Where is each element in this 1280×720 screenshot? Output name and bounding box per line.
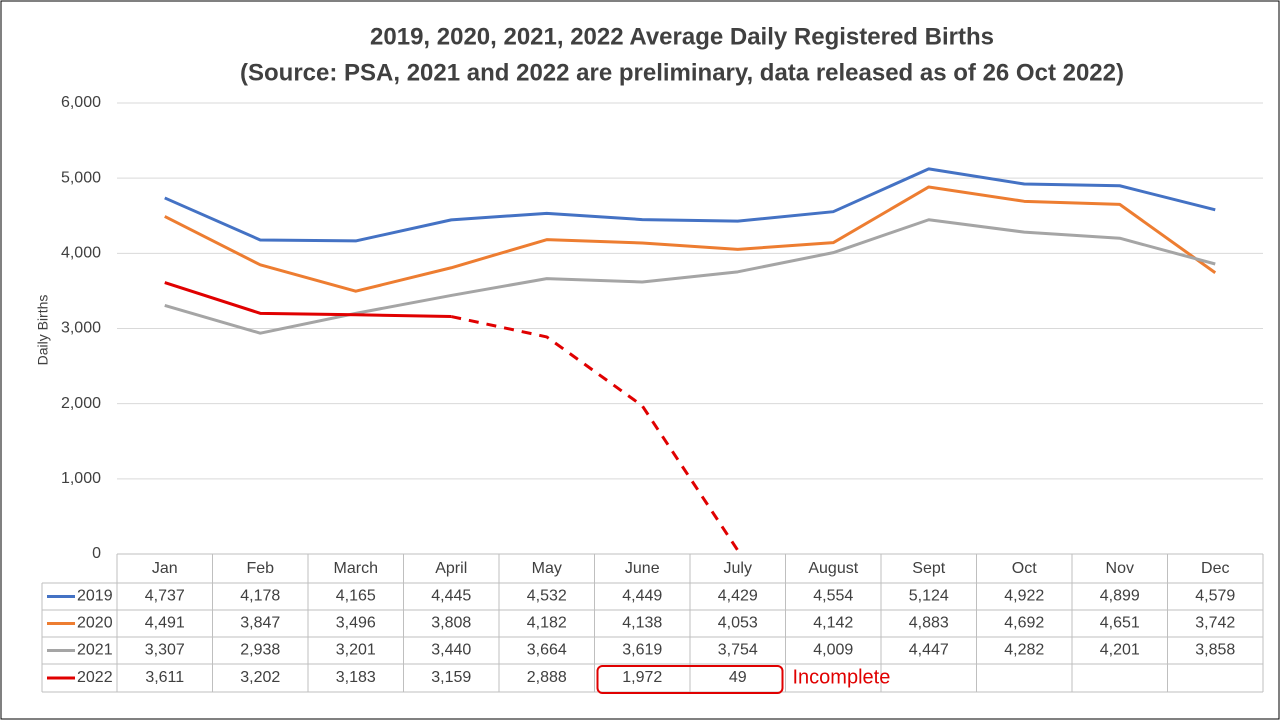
legend-label: 2020	[77, 615, 113, 632]
y-tick-label: 6,000	[61, 94, 101, 111]
series-line	[164, 281, 452, 319]
x-tick-label: April	[435, 560, 467, 577]
x-tick-label: Oct	[1012, 560, 1037, 577]
x-tick-label: August	[808, 560, 858, 577]
annotation: Incomplete	[793, 666, 891, 688]
table-value: 3,611	[145, 669, 184, 686]
x-tick-label: July	[724, 560, 752, 577]
series-line	[164, 218, 1216, 335]
y-tick-label: 1,000	[61, 470, 101, 487]
table-value: 4,142	[813, 615, 853, 632]
table-value: 4,922	[1004, 588, 1044, 605]
table-value: 4,447	[909, 642, 949, 659]
table-value: 4,009	[813, 642, 853, 659]
table-value: 4,651	[1100, 615, 1140, 632]
table-value: 4,282	[1004, 642, 1044, 659]
y-tick-label: 4,000	[61, 245, 101, 262]
series-line	[164, 167, 1216, 243]
table-value: 4,491	[145, 615, 185, 632]
y-tick-label: 2,000	[61, 395, 101, 412]
x-tick-label: Feb	[246, 560, 274, 577]
legend-label: 2019	[77, 588, 113, 605]
table-value: 4,178	[240, 588, 280, 605]
table-value: 49	[729, 669, 747, 686]
table-value: 3,858	[1195, 642, 1235, 659]
table-value: 4,182	[527, 615, 567, 632]
table-value: 4,053	[718, 615, 758, 632]
y-tick-label: 5,000	[61, 169, 101, 186]
y-tick-label: 0	[92, 545, 101, 562]
table-value: 3,159	[431, 669, 471, 686]
x-tick-label: Jan	[152, 560, 178, 577]
table-value: 3,619	[622, 642, 662, 659]
table-value: 3,202	[240, 669, 280, 686]
table-value: 3,847	[240, 615, 280, 632]
series-line	[164, 185, 1217, 293]
x-tick-label: Sept	[912, 560, 945, 577]
table-value: 3,754	[718, 642, 758, 659]
table-value: 2,938	[240, 642, 280, 659]
table-value: 3,496	[336, 615, 376, 632]
x-tick-label: Nov	[1106, 560, 1134, 577]
table-value: 3,742	[1195, 615, 1235, 632]
table-value: 4,429	[718, 588, 758, 605]
table-value: 3,664	[527, 642, 567, 659]
table-value: 3,808	[431, 615, 471, 632]
y-axis-label: Daily Births	[35, 295, 51, 366]
table-value: 4,554	[813, 588, 853, 605]
chart-subtitle: (Source: PSA, 2021 and 2022 are prelimin…	[240, 59, 1124, 86]
table-value: 4,138	[622, 615, 662, 632]
x-tick-label: March	[334, 560, 378, 577]
table-value: 4,532	[527, 588, 567, 605]
table-value: 4,737	[145, 588, 185, 605]
x-tick-label: June	[625, 560, 660, 577]
table-value: 3,183	[336, 669, 376, 686]
table-value: 4,692	[1004, 615, 1044, 632]
table-value: 5,124	[909, 588, 949, 605]
chart-title: 2019, 2020, 2021, 2022 Average Daily Reg…	[370, 23, 994, 50]
table-value: 4,899	[1100, 588, 1140, 605]
table-value: 4,165	[336, 588, 376, 605]
x-tick-label: Dec	[1201, 560, 1229, 577]
table-value: 4,445	[431, 588, 471, 605]
legend-label: 2022	[77, 669, 113, 686]
table-value: 1,972	[622, 669, 662, 686]
legend-label: 2021	[77, 642, 113, 659]
table-value: 3,307	[145, 642, 185, 659]
table-value: 3,440	[431, 642, 471, 659]
x-tick-label: May	[532, 560, 562, 577]
table-value: 4,201	[1100, 642, 1140, 659]
table-value: 2,888	[527, 669, 567, 686]
y-tick-label: 3,000	[61, 320, 101, 337]
table-value: 4,449	[622, 588, 662, 605]
table-value: 4,579	[1195, 588, 1235, 605]
highlight-box	[596, 665, 784, 694]
table-value: 4,883	[909, 615, 949, 632]
table-value: 3,201	[336, 642, 376, 659]
